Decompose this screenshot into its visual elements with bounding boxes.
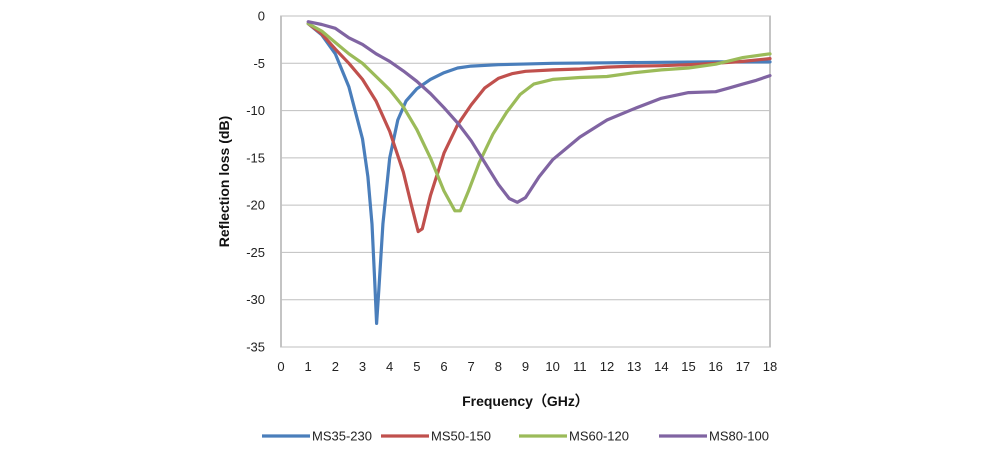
legend-label-ms80-100: MS80-100	[709, 429, 769, 444]
x-tick-label: 1	[305, 359, 312, 374]
y-tick-label: -30	[246, 292, 265, 307]
x-tick-label: 7	[468, 359, 475, 374]
x-tick-label: 9	[522, 359, 529, 374]
x-tick-label: 13	[627, 359, 641, 374]
x-tick-label: 10	[545, 359, 559, 374]
x-tick-label: 2	[332, 359, 339, 374]
x-tick-label: 16	[708, 359, 722, 374]
x-tick-label: 3	[359, 359, 366, 374]
x-tick-label: 8	[495, 359, 502, 374]
x-tick-label: 11	[573, 359, 587, 374]
x-tick-label: 6	[440, 359, 447, 374]
legend-label-ms50-150: MS50-150	[431, 429, 491, 444]
x-tick-label: 5	[413, 359, 420, 374]
y-tick-label: -5	[253, 56, 265, 71]
y-tick-label: -15	[246, 150, 265, 165]
x-tick-label: 15	[681, 359, 695, 374]
y-tick-label: 0	[258, 9, 265, 24]
y-tick-labels: 0 -5 -10 -15 -20 -25 -30 -35	[246, 9, 265, 355]
series-line-ms80-100	[306, 20, 772, 204]
x-tick-label: 4	[386, 359, 393, 374]
series-line-ms35-230	[306, 22, 772, 325]
x-tick-label: 12	[600, 359, 614, 374]
x-tick-label: 18	[763, 359, 777, 374]
x-axis-title: Frequency（GHz）	[462, 393, 589, 409]
series-line-ms50-150	[306, 22, 772, 234]
series-line-ms60-120	[306, 22, 772, 213]
x-tick-labels: 0 1 2 3 4 5 6 7 8 9 10 11 12 13 14 15 16 17 18	[277, 359, 777, 374]
legend-label-ms60-120: MS60-120	[569, 429, 629, 444]
legend: MS35-230 MS50-150 MS60-120 MS80-100	[262, 429, 769, 444]
y-tick-label: -35	[246, 340, 265, 355]
x-tick-label: 14	[654, 359, 668, 374]
x-tick-label: 0	[277, 359, 284, 374]
y-tick-label: -10	[246, 103, 265, 118]
series-lines	[306, 20, 772, 325]
x-tick-label: 17	[736, 359, 750, 374]
legend-label-ms35-230: MS35-230	[312, 429, 372, 444]
y-tick-label: -25	[246, 245, 265, 260]
y-axis-title: Reflection loss (dB)	[216, 116, 232, 247]
y-tick-label: -20	[246, 198, 265, 213]
